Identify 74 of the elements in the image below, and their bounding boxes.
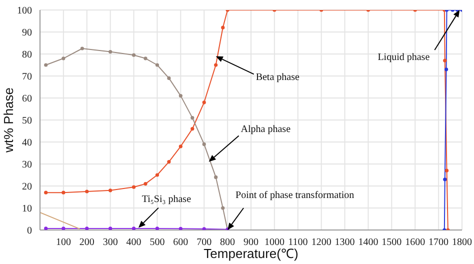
x-tick-label: 600 [173,237,188,248]
x-tick-label: 1600 [405,237,426,248]
y-tick-label: 30 [22,160,32,171]
x-tick-label: 400 [126,237,142,248]
y-tick-label: 0 [27,226,32,237]
point [444,68,448,72]
point [155,173,160,177]
x-tick-label: 1300 [334,237,355,248]
point [444,168,449,172]
point [62,226,66,230]
x-tick-label: 1100 [288,237,308,248]
y-tick-label: 50 [22,116,32,127]
point [443,178,447,182]
y-tick-label: 80 [22,50,32,61]
x-tick-label: 500 [150,237,165,248]
point [178,94,182,98]
point [155,226,160,230]
y-tick-label: 40 [22,138,32,149]
x-tick-label: 200 [79,237,94,248]
y-tick-label: 90 [22,28,32,39]
y-tick-label: 20 [22,182,32,193]
point [44,226,48,230]
x-tick-label: 900 [244,237,258,248]
y-axis-title: wt% Phase [1,87,16,154]
point [202,100,206,104]
y-tick-label: 70 [22,72,32,83]
point [221,26,225,30]
y-tick-label: 10 [22,204,32,215]
x-tick-label: 1700 [428,237,449,248]
point [155,63,160,67]
x-tick-label: 300 [102,237,118,248]
x-tick-label: 700 [196,237,212,248]
point [190,116,194,120]
x-axis-title: Temperature(℃) [204,246,298,261]
point [144,56,148,60]
point [144,182,148,186]
x-tick-label: 800 [220,237,236,248]
point [44,190,48,194]
y-tick-label: 100 [17,6,32,17]
point [108,188,112,192]
point [108,226,112,230]
point [108,50,112,54]
point [132,53,136,57]
point [44,63,48,67]
point [202,227,206,230]
x-tick-label: 1400 [358,237,378,248]
point [167,76,171,80]
point [178,226,182,230]
y-tick-label: 60 [22,94,32,105]
annotation: Ti₅Si₃ phase [142,194,192,205]
x-tick-label: 1000 [264,237,284,248]
point [62,56,66,60]
point [190,127,194,131]
annotation: Alpha phase [240,124,292,135]
point [202,142,206,146]
point [85,226,89,230]
annotation: Point of phase transformation [236,190,354,201]
point [132,226,136,230]
point [85,190,89,194]
x-tick-label: 1500 [382,237,402,248]
point [80,46,84,50]
point [132,185,136,189]
annotation: Liquid phase [378,52,430,63]
point [167,160,171,164]
point [214,63,218,67]
x-tick-label: 100 [56,237,71,248]
point [178,144,182,148]
point [443,58,447,62]
x-tick-label: 1800 [452,237,472,248]
point [214,175,218,179]
x-tick-label: 1200 [311,237,332,248]
point [221,206,225,210]
annotation: Beta phase [256,72,300,84]
point [62,190,66,194]
